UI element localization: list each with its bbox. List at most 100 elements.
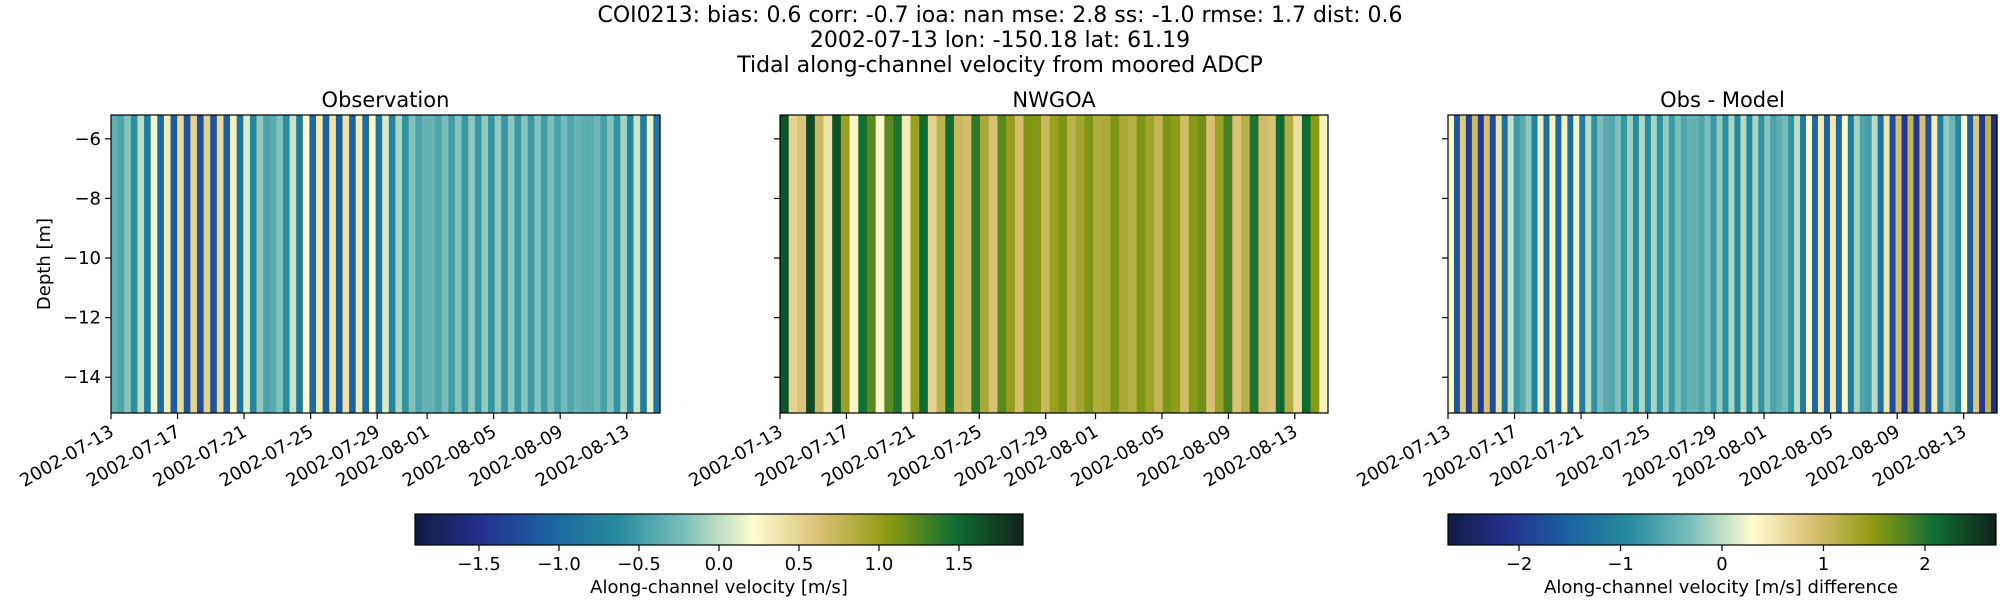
heatmap-cell: [1621, 115, 1628, 413]
heatmap-cell: [1674, 115, 1682, 413]
heatmap-cell: [620, 115, 628, 413]
colorbar-tick-label: 2: [1919, 554, 1930, 575]
heatmap-cell: [1275, 115, 1286, 413]
heatmap-cell: [980, 115, 990, 413]
heatmap-cell: [263, 115, 271, 413]
heatmap-cell: [1293, 115, 1303, 413]
axes-frame: [779, 114, 1329, 414]
heatmap-cell: [282, 115, 291, 413]
heatmap-cell: [514, 115, 522, 413]
heatmap-cell: [1188, 115, 1199, 413]
heatmap-cell: [1597, 115, 1604, 413]
heatmap-cell: [1615, 115, 1622, 413]
heatmap-cell: [249, 115, 258, 413]
heatmap-cell: [1555, 115, 1562, 413]
heatmap-cell: [1949, 115, 1956, 413]
heatmap-cell: [1465, 115, 1473, 413]
heatmap-cell: [1519, 115, 1527, 413]
colorbar-gradient: [414, 513, 1024, 546]
heatmap-cell: [329, 115, 337, 413]
heatmap-cell: [1806, 115, 1813, 413]
axes-frame: [1447, 114, 1998, 414]
colorbar-tick-label: 1.0: [865, 554, 894, 575]
heatmap-cell: [1776, 115, 1783, 413]
y-axis-label: Depth [m]: [34, 218, 55, 310]
heatmap-cell: [1459, 115, 1467, 413]
heatmap-cell: [1145, 115, 1155, 413]
heatmap-cell: [349, 115, 357, 413]
heatmap-cell: [395, 115, 403, 413]
colorbar-tick-label: 0: [1716, 554, 1727, 575]
heatmap-cell: [1301, 115, 1312, 413]
heatmap-cell: [1154, 115, 1164, 413]
heatmap-cell: [1686, 115, 1694, 413]
heatmap-cell: [1662, 115, 1670, 413]
heatmap-cell: [1817, 115, 1825, 413]
heatmap-cell: [1258, 115, 1268, 413]
heatmap-cell: [236, 115, 244, 413]
heatmap-cell: [567, 115, 575, 413]
heatmap-cell: [640, 115, 648, 413]
heatmap-cell: [823, 115, 833, 413]
heatmap-cell: [945, 115, 955, 413]
colorbar-gradient: [1447, 513, 1997, 546]
heatmap-cell: [1722, 115, 1730, 413]
heatmap-cell: [1032, 115, 1042, 413]
heatmap-cell: [1991, 115, 1998, 413]
heatmap-cell: [927, 115, 938, 413]
heatmap-cell: [540, 115, 549, 413]
heatmap-cell: [1740, 115, 1747, 413]
heatmap-cell: [1197, 115, 1207, 413]
heatmap-cell: [1841, 115, 1849, 413]
heatmap-cell: [1901, 115, 1909, 413]
heatmap-cell: [1985, 115, 1992, 413]
heatmap-cell: [1049, 115, 1059, 413]
heatmap-cell: [1967, 115, 1974, 413]
heatmap-cell: [1573, 115, 1580, 413]
heatmap-cell: [1609, 115, 1616, 413]
y-tick-label: −6: [74, 129, 101, 150]
heatmap-cell: [1284, 115, 1294, 413]
heatmap-cell: [474, 115, 483, 413]
heatmap-cell: [342, 115, 350, 413]
heatmap-cell: [875, 115, 885, 413]
heatmap-cell: [1961, 115, 1968, 413]
heatmap-cell: [1006, 115, 1016, 413]
heatmap-cell: [560, 115, 568, 413]
heatmap-cell: [613, 115, 621, 413]
heatmap-cell: [1471, 115, 1479, 413]
heatmap-cell: [1871, 115, 1879, 413]
heatmap-cell: [1656, 115, 1664, 413]
heatmap-cell: [997, 115, 1007, 413]
heatmap-cell: [1067, 115, 1077, 413]
heatmap-cell: [1764, 115, 1771, 413]
heatmap-cell: [1162, 115, 1173, 413]
heatmap-cell: [1829, 115, 1837, 413]
heatmap-cell: [1214, 115, 1225, 413]
heatmap-cell: [454, 115, 463, 413]
colorbar-tick-label: −1.0: [537, 554, 581, 575]
heatmap-cell: [1014, 115, 1025, 413]
heatmap-cell: [322, 115, 330, 413]
heatmap-cell: [375, 115, 383, 413]
obs-model-panel: Obs - Model2002-07-132002-07-172002-07-2…: [1353, 88, 1998, 492]
heatmap-cell: [1853, 115, 1861, 413]
colorbar-tick-label: −1: [1607, 554, 1634, 575]
heatmap-cell: [962, 115, 972, 413]
heatmap-cell: [355, 115, 363, 413]
heatmap-cell: [441, 115, 449, 413]
heatmap-cell: [574, 115, 582, 413]
panel-title: NWGOA: [1012, 88, 1096, 112]
heatmap-cell: [1101, 115, 1112, 413]
heatmap-cell: [230, 115, 238, 413]
heatmap-cell: [1549, 115, 1557, 413]
heatmap-cell: [1800, 115, 1807, 413]
heatmap-cell: [335, 115, 344, 413]
heatmap-cell: [849, 115, 859, 413]
heatmap-cell: [1093, 115, 1103, 413]
heatmap-cell: [1136, 115, 1146, 413]
heatmap-cell: [1477, 115, 1485, 413]
heatmap-cell: [1119, 115, 1129, 413]
heatmap-cell: [402, 115, 410, 413]
colorbar-tick-label: −2: [1506, 554, 1533, 575]
